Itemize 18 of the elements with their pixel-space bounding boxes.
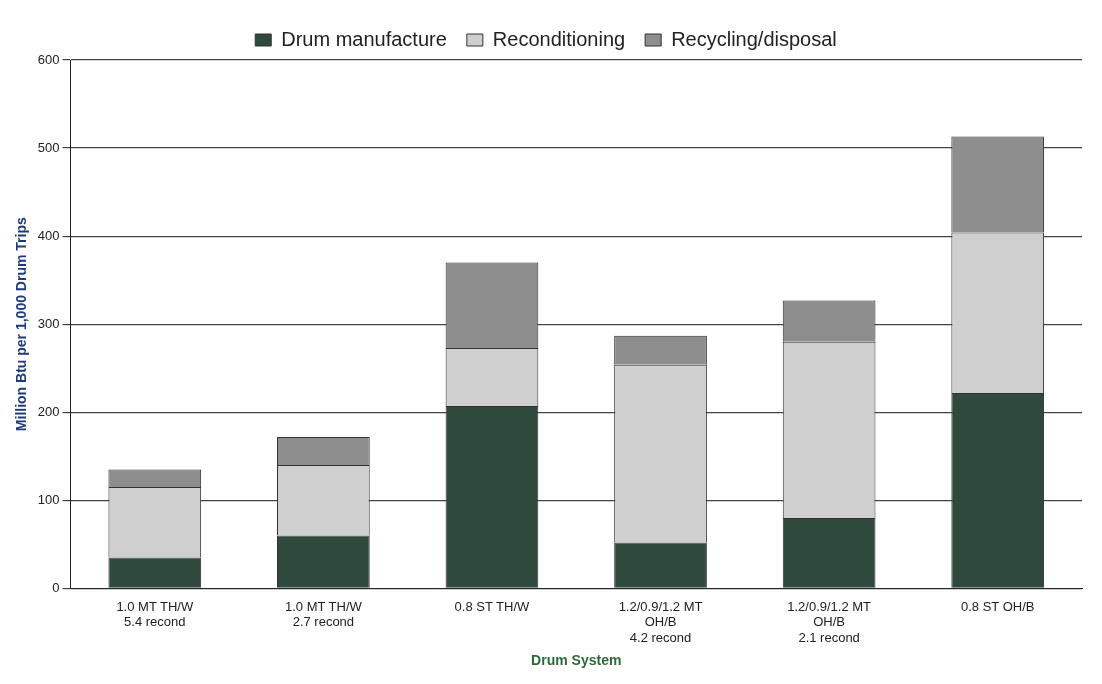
x-tick-label: 1.2/0.9/1.2 MT OH/B 4.2 recond [618,598,703,645]
x-tick-label: 1.0 MT TH/W 5.4 recond [116,598,194,630]
x-tick-label: 1.2/0.9/1.2 MT OH/B 2.1 recond [787,598,872,645]
y-tick-label: 500 [37,139,60,155]
y-tick-label: 100 [37,491,60,507]
y-axis-title: Million Btu per 1,000 Drum Trips [13,217,30,432]
x-tick-label: 0.8 ST TH/W [454,598,530,614]
legend-label: Reconditioning [492,27,626,50]
legend-label: Drum manufacture [281,27,447,50]
y-tick-label: 300 [37,315,60,331]
y-tick-label: 400 [37,227,60,243]
y-tick-label: 200 [37,403,60,419]
y-tick-label: 600 [37,51,60,67]
y-tick-label: 0 [52,579,60,595]
x-tick-label: 1.0 MT TH/W 2.7 recond [284,598,363,630]
x-axis-title: Drum System [531,652,622,669]
x-tick-label: 0.8 ST OH/B [960,598,1035,614]
legend-label: Recycling/disposal [671,27,837,50]
